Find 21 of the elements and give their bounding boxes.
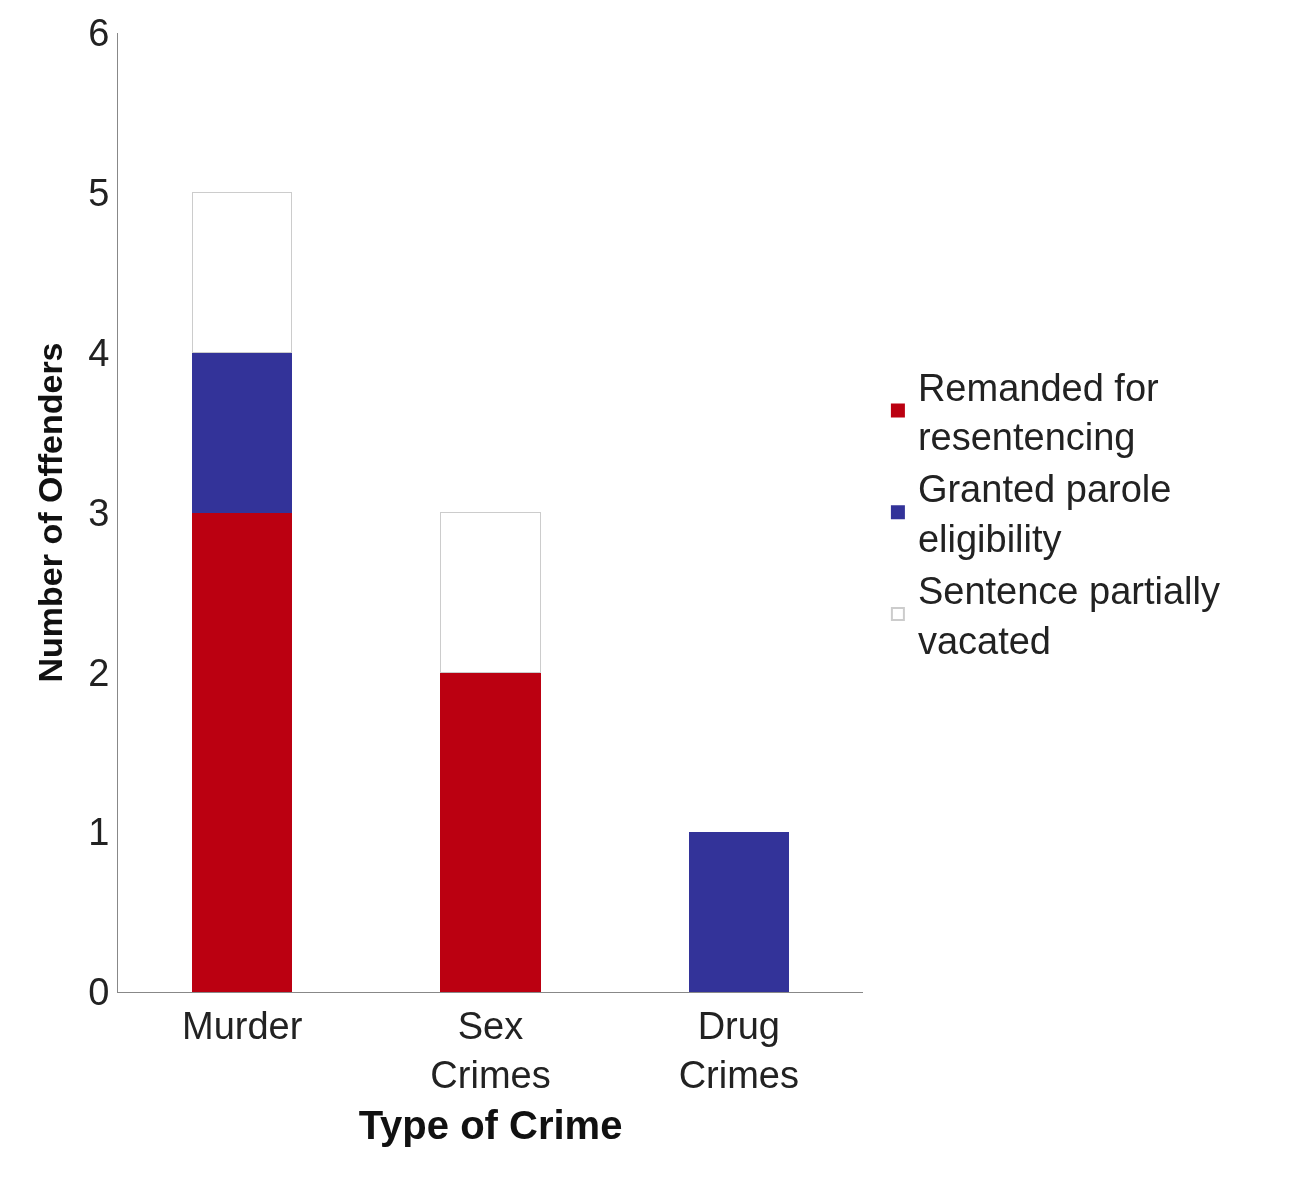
- bar: [688, 831, 789, 992]
- y-tick-label: 2: [88, 651, 110, 694]
- bar: [192, 512, 293, 992]
- bar: [192, 192, 293, 354]
- bar: [440, 671, 541, 992]
- y-tick-label: 3: [88, 491, 110, 534]
- x-axis-title: Type of Crime: [358, 1102, 623, 1147]
- bar: [440, 512, 541, 673]
- legend-label: Granted parole eligibility: [917, 468, 1172, 560]
- x-tick-label: Murder: [181, 1004, 303, 1047]
- bar: [192, 352, 293, 513]
- y-tick-label: 0: [88, 971, 110, 1014]
- x-tick-label: Drug Crimes: [678, 1004, 799, 1096]
- x-tick-label: Sex Crimes: [430, 1004, 551, 1096]
- y-axis-title: Number of Offenders: [30, 342, 69, 683]
- y-tick-label: 1: [88, 811, 110, 854]
- legend-label: Sentence partially vacated: [917, 570, 1220, 662]
- y-tick-label: 5: [88, 172, 110, 215]
- y-tick-label: 6: [88, 12, 110, 55]
- y-tick-label: 4: [88, 331, 110, 374]
- legend-label: Remanded for resentencing: [917, 366, 1160, 458]
